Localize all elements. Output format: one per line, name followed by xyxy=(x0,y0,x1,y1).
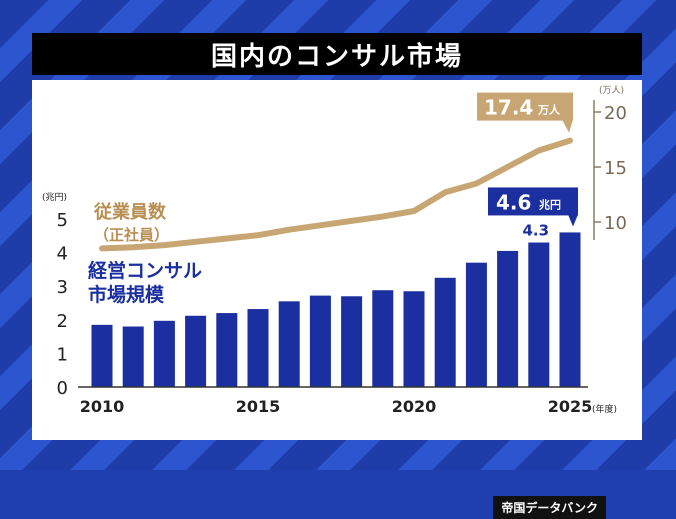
line-callout-value: 17.4 xyxy=(484,96,533,120)
right-axis-unit: (万人) xyxy=(599,85,624,96)
bar-2022 xyxy=(465,262,487,387)
bar-2017 xyxy=(309,295,331,387)
x-axis-unit: (年度) xyxy=(592,403,617,415)
bar-callout-pointer xyxy=(568,214,578,227)
right-axis-tick-15: 15 xyxy=(604,158,627,179)
bar-2015 xyxy=(247,309,269,387)
bar-callout-value: 4.6 xyxy=(496,190,531,214)
chart-title: 国内のコンサル市場 xyxy=(32,33,642,75)
chart-svg: 0 1 2 3 4 5 (兆円) 10 15 20 (万人) 2010 2015 2020 2025 (年度)… xyxy=(42,85,627,416)
chart-panel: 0 1 2 3 4 5 (兆円) 10 15 20 (万人) 2010 2015 2020 2025 (年度)… xyxy=(32,80,642,519)
left-axis-tick-0: 0 xyxy=(57,378,68,399)
left-axis-tick-5: 5 xyxy=(57,210,68,231)
bar-2019 xyxy=(372,290,394,387)
line-series-label-0: 従業員数 xyxy=(93,201,167,223)
bar-2010 xyxy=(91,324,113,387)
left-axis-tick-3: 3 xyxy=(57,277,68,298)
bar-2013 xyxy=(185,315,207,387)
right-axis-tick-20: 20 xyxy=(604,103,627,124)
bar-2018 xyxy=(341,296,363,387)
bar-2016 xyxy=(278,301,300,387)
bar-2020 xyxy=(403,291,425,387)
left-axis-tick-2: 2 xyxy=(57,311,68,332)
x-axis-tick-2020: 2020 xyxy=(392,397,437,416)
line-callout-box xyxy=(477,92,573,121)
x-axis-tick-2025: 2025 xyxy=(548,397,593,416)
bar-series-label-0: 経営コンサル xyxy=(88,259,202,282)
left-axis-tick-1: 1 xyxy=(57,344,68,365)
bar-2011 xyxy=(122,326,144,387)
bar-2025 xyxy=(559,232,581,387)
bar-value-label-2024: 4.3 xyxy=(523,222,550,240)
employee-line xyxy=(99,137,573,252)
bar-2014 xyxy=(216,313,238,387)
source-label: 帝国データバンク xyxy=(493,496,606,519)
bar-callout-box xyxy=(488,187,578,216)
x-axis-tick-2010: 2010 xyxy=(80,397,125,416)
line-series-label-1: （正社員） xyxy=(94,226,169,244)
bar-2021 xyxy=(434,277,456,387)
line-callout-unit: 万人 xyxy=(537,103,561,117)
left-axis-unit: (兆円) xyxy=(42,192,67,203)
bar-2023 xyxy=(497,250,519,387)
bar-2024 xyxy=(528,242,550,387)
bar-2012 xyxy=(153,320,175,387)
line-callout-pointer xyxy=(562,119,573,133)
right-axis-tick-10: 10 xyxy=(604,213,627,234)
x-axis-tick-2015: 2015 xyxy=(236,397,281,416)
bar-series-label-1: 市場規模 xyxy=(88,283,165,306)
left-axis-tick-4: 4 xyxy=(57,244,68,265)
bar-callout-unit: 兆円 xyxy=(539,197,561,211)
